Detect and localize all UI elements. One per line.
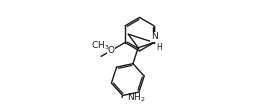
Text: O: O — [107, 46, 114, 55]
Text: H: H — [156, 43, 162, 52]
Text: N: N — [151, 32, 157, 41]
Text: NH$_2$: NH$_2$ — [127, 91, 145, 104]
Text: CH$_3$: CH$_3$ — [91, 40, 110, 52]
